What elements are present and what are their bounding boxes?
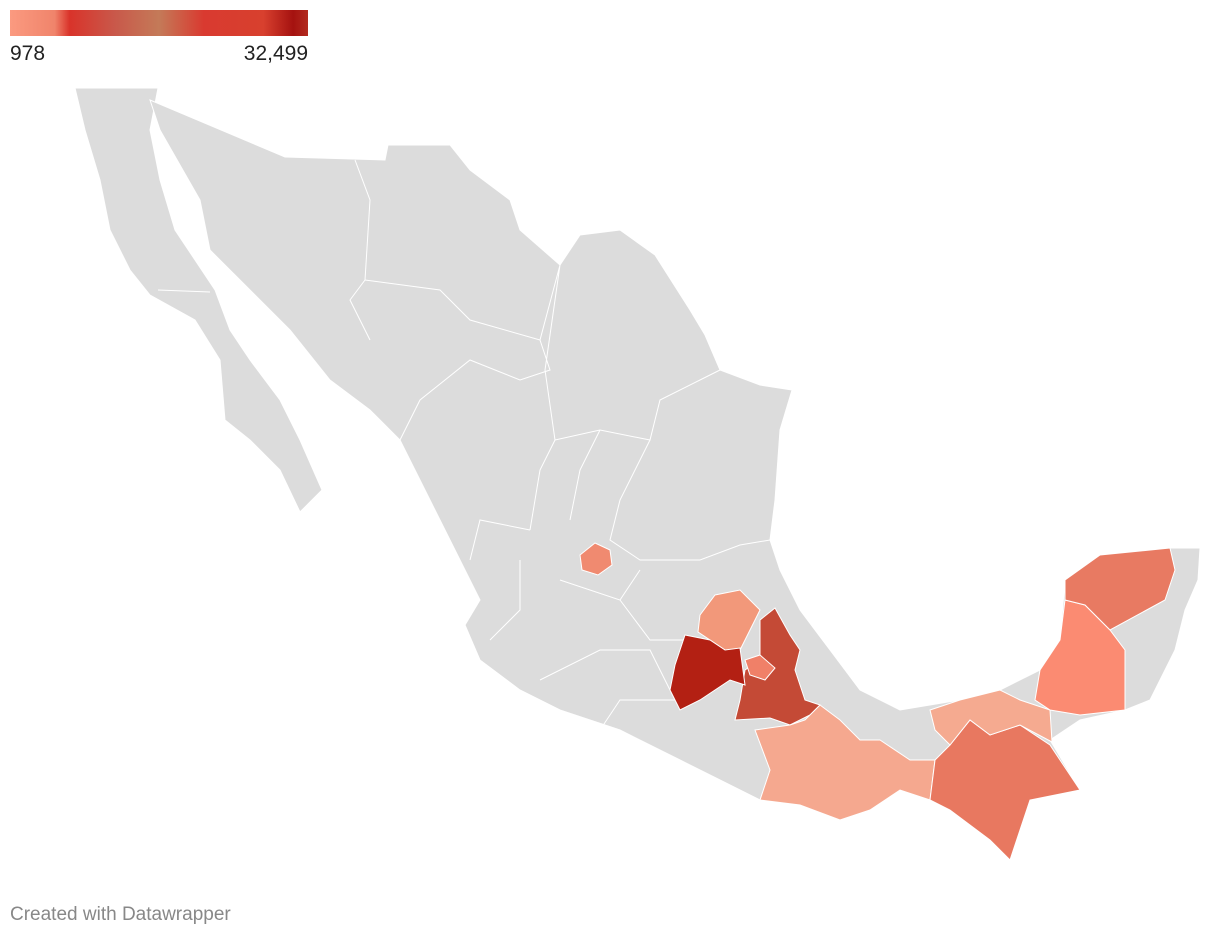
region: [1064, 547, 1176, 631]
legend-max-label: 32,499: [244, 42, 308, 65]
footer-credit: Created with Datawrapper: [10, 904, 231, 925]
legend-gradient: [10, 10, 308, 36]
baja-peninsula: [74, 87, 323, 513]
region: [579, 542, 613, 576]
mainland: [149, 99, 1201, 861]
region: [744, 654, 776, 681]
region: [697, 589, 761, 651]
state-borders: [157, 159, 771, 731]
legend-min-label: 978: [10, 42, 45, 65]
region: [669, 634, 746, 711]
region: [929, 689, 1053, 746]
